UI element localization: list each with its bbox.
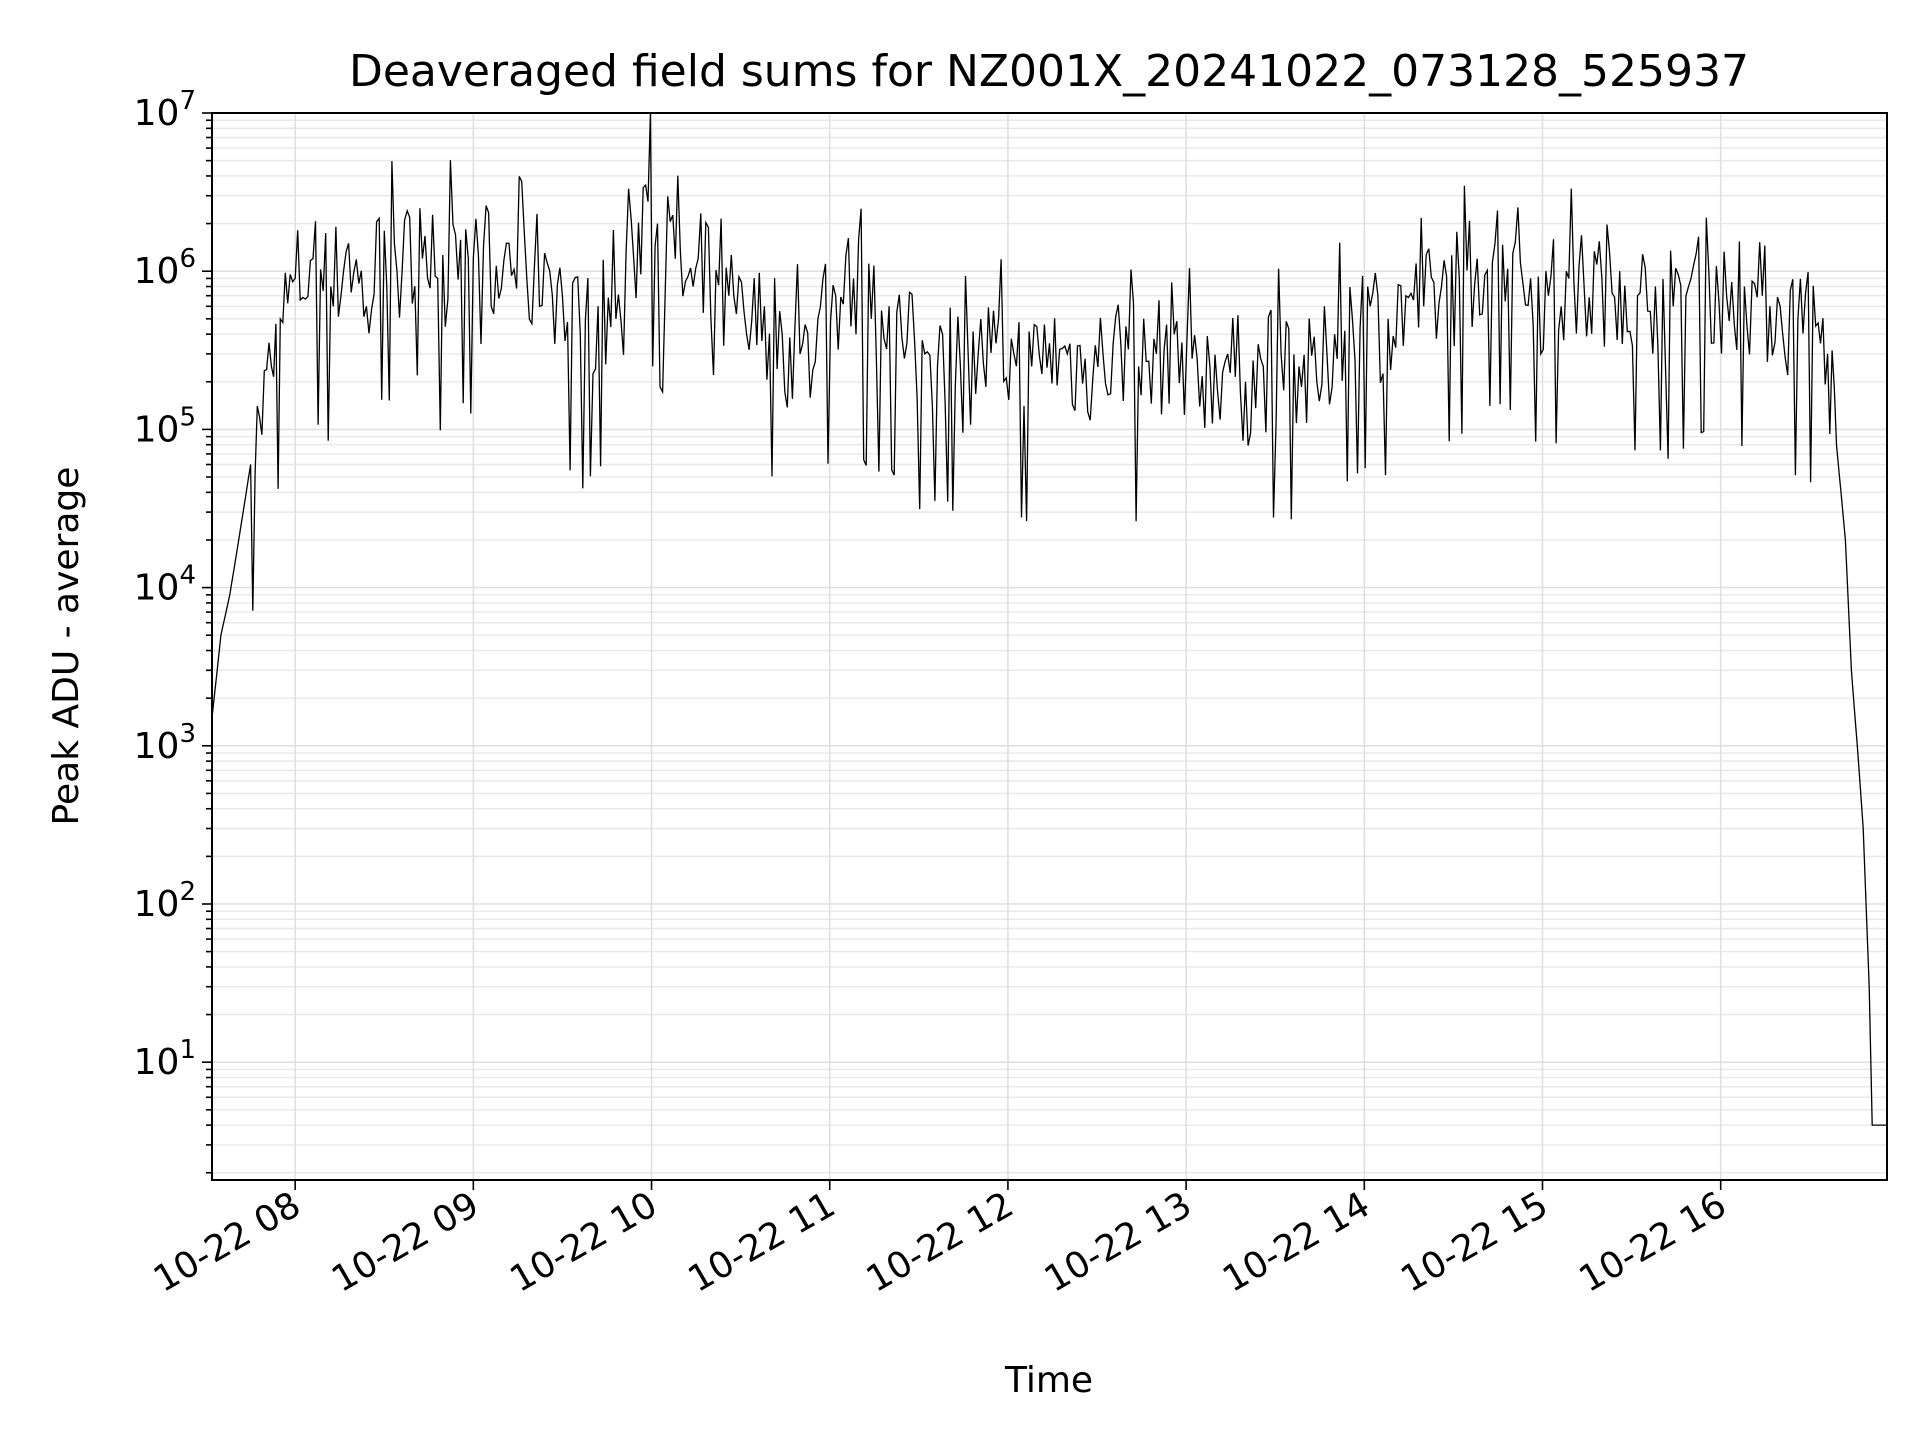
x-axis-label: Time bbox=[1004, 1360, 1093, 1401]
x-tick-label: 10-22 14 bbox=[1216, 1184, 1377, 1300]
x-tick-label: 10-22 16 bbox=[1573, 1184, 1734, 1300]
y-tick-label: 103 bbox=[134, 719, 196, 767]
plot-frame bbox=[211, 112, 1888, 1181]
x-tick-label: 10-22 15 bbox=[1394, 1184, 1555, 1300]
series-line bbox=[211, 113, 1887, 1126]
y-tick-label: 105 bbox=[134, 402, 196, 450]
y-tick-label: 106 bbox=[134, 244, 196, 292]
x-tick-label: 10-22 13 bbox=[1038, 1184, 1199, 1300]
x-tick-label: 10-22 11 bbox=[682, 1184, 843, 1300]
x-tick-label: 10-22 10 bbox=[503, 1184, 664, 1300]
x-tick-label: 10-22 12 bbox=[860, 1184, 1021, 1300]
x-tick-label: 10-22 08 bbox=[147, 1184, 308, 1300]
grid bbox=[212, 112, 1887, 1180]
y-tick-label: 107 bbox=[134, 86, 196, 134]
y-tick-label: 102 bbox=[134, 877, 196, 925]
y-tick-label: 101 bbox=[134, 1035, 196, 1083]
chart-title: Deaveraged field sums for NZ001X_2024102… bbox=[349, 46, 1749, 97]
x-tick-label: 10-22 09 bbox=[325, 1184, 486, 1300]
y-axis-label: Peak ADU - average bbox=[46, 467, 87, 826]
y-tick-label: 104 bbox=[134, 561, 196, 609]
